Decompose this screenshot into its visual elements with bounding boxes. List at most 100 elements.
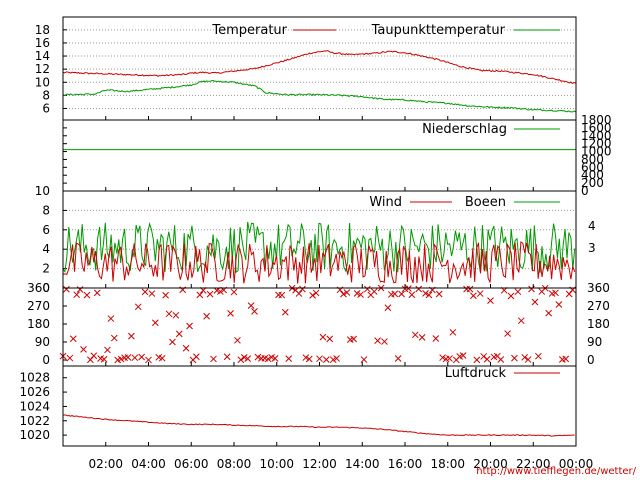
direction-marker <box>555 301 563 308</box>
y-tick-label-p1: 200 <box>581 176 604 190</box>
direction-marker <box>90 352 98 360</box>
series-line-Temperatur <box>62 50 577 84</box>
direction-marker <box>193 353 200 361</box>
direction-marker <box>128 332 135 340</box>
direction-marker <box>466 285 474 293</box>
y-tick-label-p0: 10 <box>35 75 50 89</box>
direction-marker <box>134 303 142 311</box>
direction-marker <box>408 291 416 299</box>
direction-marker <box>487 297 494 305</box>
direction-marker <box>138 353 146 361</box>
y-tick-label-p1: 600 <box>581 160 604 174</box>
direction-marker <box>295 290 303 297</box>
direction-marker <box>394 355 402 362</box>
right-tick-label-p3: 90 <box>587 335 602 349</box>
y-tick-label-p0: 18 <box>35 23 50 37</box>
direction-marker <box>319 333 327 341</box>
direction-marker <box>316 355 323 363</box>
x-tick-label: 16:00 <box>388 457 423 471</box>
direction-marker <box>227 310 234 317</box>
direction-marker <box>435 290 443 298</box>
x-tick-label: 04:00 <box>131 457 166 471</box>
direction-marker <box>124 353 132 361</box>
direction-marker <box>278 291 286 299</box>
x-tick-label: 22:00 <box>516 457 551 471</box>
y-tick-label-p1: 1400 <box>581 129 612 143</box>
direction-marker <box>158 354 166 362</box>
direction-marker <box>244 355 252 362</box>
direction-marker <box>357 291 364 298</box>
y-tick-label-p1: 0 <box>581 184 589 198</box>
direction-marker <box>302 354 310 361</box>
y-tick-label-p4: 1020 <box>19 428 50 442</box>
x-tick-label: 02:00 <box>88 457 123 471</box>
legend-label: Taupunkttemperatur <box>371 23 506 38</box>
direction-marker <box>247 302 255 309</box>
y-tick-label-p4: 1026 <box>19 385 50 399</box>
right-tick-label-p3: 180 <box>587 317 610 331</box>
direction-marker <box>110 334 118 342</box>
y-tick-label-p0: 16 <box>35 36 50 50</box>
direction-marker <box>210 355 217 363</box>
direction-marker <box>411 331 419 339</box>
direction-marker <box>370 288 378 295</box>
direction-marker <box>476 290 484 297</box>
direction-marker <box>517 317 525 325</box>
direction-marker <box>145 356 152 364</box>
x-tick-label: 12:00 <box>302 457 337 471</box>
time-axis: 02:00 04:00 06:00 08:00 10:00 12:00 14:00 16:00… <box>88 116 593 471</box>
direction-marker <box>117 355 125 363</box>
direction-marker <box>374 337 381 344</box>
direction-marker <box>299 285 306 293</box>
direction-marker <box>470 292 477 300</box>
direction-marker <box>223 353 231 361</box>
y-tick-label-p3: 0 <box>42 353 50 367</box>
direction-marker <box>104 346 111 354</box>
direction-marker <box>326 335 334 343</box>
right-tick-label-p3: 360 <box>587 281 610 295</box>
direction-marker <box>165 310 173 318</box>
direction-marker <box>251 308 258 315</box>
direction-marker <box>151 319 159 327</box>
direction-marker <box>360 356 368 363</box>
direction-marker <box>237 356 245 364</box>
direction-marker <box>69 335 77 343</box>
x-tick-label: 14:00 <box>345 457 380 471</box>
right-tick-label-p3: 270 <box>587 299 610 313</box>
direction-marker <box>418 333 426 341</box>
direction-marker <box>203 312 210 320</box>
y-tick-label-p3: 270 <box>27 299 50 313</box>
legend-label: Niederschlag <box>422 122 507 137</box>
direction-marker <box>439 354 446 361</box>
direction-marker <box>521 353 529 361</box>
direction-marker <box>141 288 149 296</box>
direction-marker <box>271 355 279 362</box>
direction-marker <box>66 354 74 362</box>
direction-marker <box>182 344 190 352</box>
legend-label: Luftdruck <box>445 366 507 381</box>
series-line-Luftdruck <box>62 414 575 437</box>
direction-marker <box>432 335 440 342</box>
direction-marker <box>473 356 481 364</box>
credit-link[interactable]: http://www.tiefflegen.de/wetter/ <box>476 466 636 477</box>
direction-marker <box>483 355 491 363</box>
y-tick-label-p4: 1022 <box>19 414 50 428</box>
direction-marker <box>364 285 371 293</box>
x-tick-label: 10:00 <box>259 457 294 471</box>
y-tick-label-p4: 1024 <box>19 399 50 413</box>
x-tick-label: 06:00 <box>174 457 209 471</box>
legend-label: Boeen <box>465 195 506 210</box>
legend-label: Wind <box>369 195 402 210</box>
direction-marker <box>230 288 238 296</box>
direction-marker <box>172 311 180 319</box>
series-line-Wind <box>62 241 576 284</box>
direction-marker <box>63 285 70 293</box>
x-tick-label: 00:00 <box>559 457 594 471</box>
direction-marker <box>175 330 183 338</box>
y-tick-label-p2: 10 <box>35 184 50 198</box>
direction-marker <box>531 298 539 306</box>
direction-marker <box>100 355 108 363</box>
right-tick-label-p3: 0 <box>587 353 595 367</box>
